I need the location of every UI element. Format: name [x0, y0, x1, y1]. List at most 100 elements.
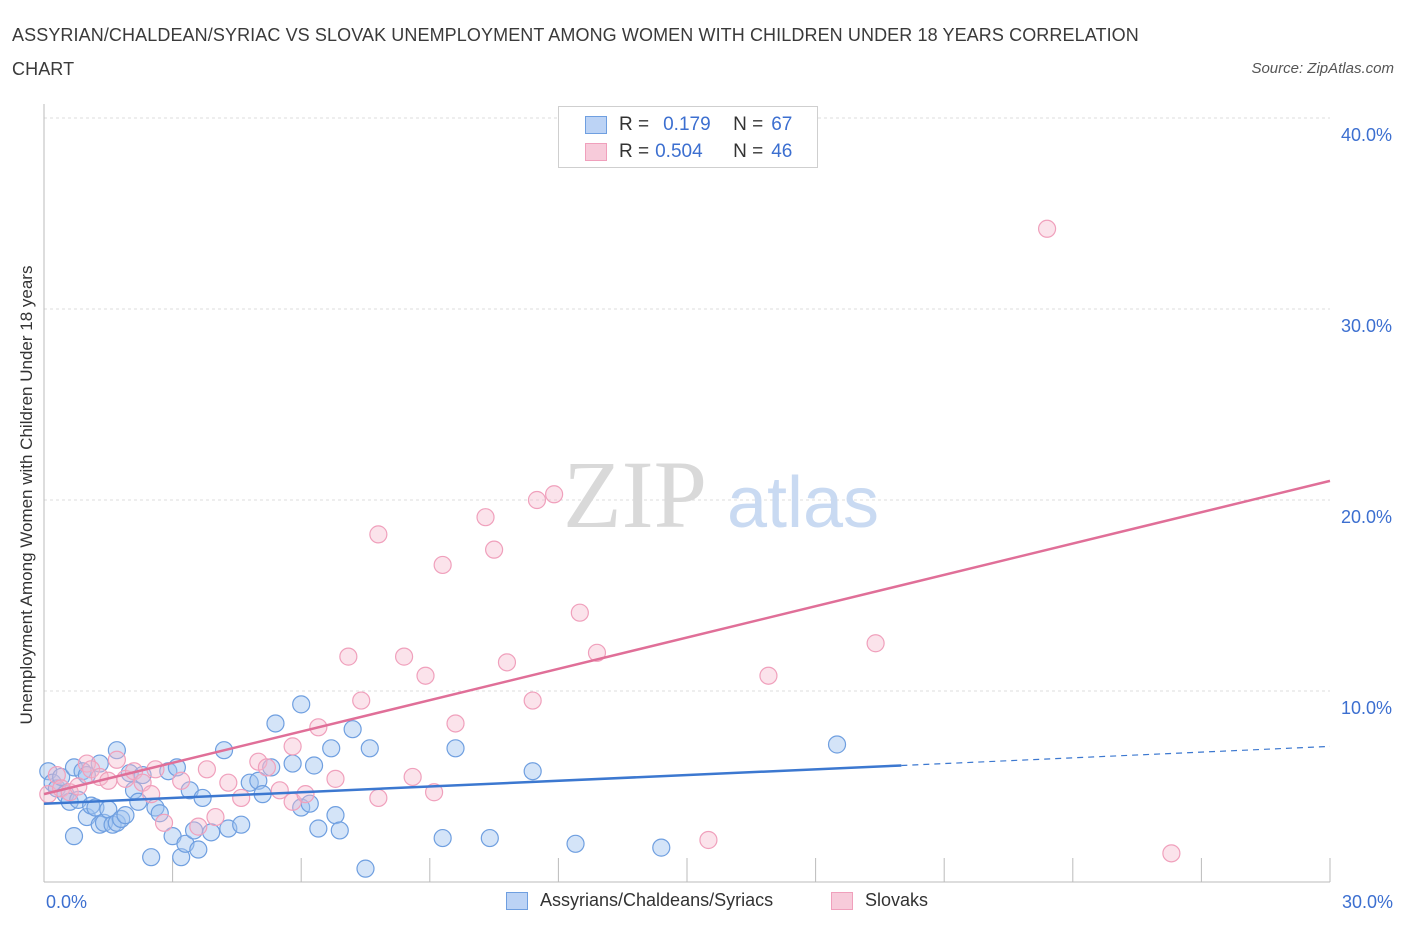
- point-assyrians: [827, 735, 847, 754]
- x-tick-label: 30.0%: [1342, 892, 1393, 912]
- point-assyrians: [652, 838, 671, 857]
- blue-swatch: [506, 891, 528, 910]
- point-slovaks: [47, 765, 66, 785]
- pink-swatch: [585, 143, 607, 161]
- point-assyrians: [433, 828, 452, 848]
- trend-extension-assyrians: [901, 745, 1331, 767]
- watermark-zip: ZIP: [563, 441, 707, 548]
- point-slovaks: [424, 783, 444, 802]
- point-slovaks: [189, 817, 208, 836]
- point-slovaks: [339, 647, 358, 666]
- point-assyrians: [330, 821, 349, 840]
- y-tick-label: 20.0%: [1341, 507, 1392, 527]
- legend-label: Assyrians/Chaldeans/Syriacs: [540, 890, 774, 910]
- legend-label: Slovaks: [865, 890, 929, 910]
- n-label: N =: [733, 114, 764, 135]
- point-assyrians: [523, 762, 542, 781]
- point-assyrians: [249, 771, 268, 790]
- n-value: 67: [771, 114, 793, 135]
- watermark-atlas: atlas: [727, 463, 879, 543]
- point-assyrians: [266, 714, 285, 733]
- point-slovaks: [446, 714, 465, 733]
- point-slovaks: [172, 771, 191, 790]
- legend-row-slovaks: R = 0.504 N = 46: [585, 140, 792, 164]
- point-slovaks: [759, 666, 778, 685]
- point-slovaks: [394, 647, 414, 666]
- blue-swatch: [585, 116, 607, 134]
- tick-labels: 10.0% 20.0% 30.0% 40.0% 0.0% 30.0%: [46, 125, 1393, 912]
- watermark: ZIP atlas: [563, 441, 879, 548]
- chart-title: ASSYRIAN/CHALDEAN/SYRIAC VS SLOVAK UNEMP…: [12, 25, 1139, 79]
- point-assyrians: [446, 739, 465, 758]
- r-value: 0.504: [655, 141, 703, 162]
- axes: [43, 104, 1331, 883]
- pink-swatch: [831, 891, 853, 910]
- n-value: 46: [771, 141, 793, 162]
- point-slovaks: [369, 788, 388, 808]
- y-tick-label: 40.0%: [1341, 125, 1392, 145]
- point-slovaks: [545, 485, 564, 504]
- r-label: R =: [619, 114, 650, 135]
- point-slovaks: [154, 813, 174, 832]
- point-slovaks: [476, 508, 495, 527]
- point-assyrians: [322, 739, 341, 758]
- point-assyrians: [360, 739, 379, 758]
- point-assyrians: [107, 741, 126, 760]
- point-slovaks: [197, 760, 216, 779]
- legend-item-assyrians: Assyrians/Chaldeans/Syriacs: [506, 890, 773, 911]
- point-slovaks: [257, 758, 277, 777]
- legend-item-slovaks: Slovaks: [831, 890, 928, 911]
- data-points: [39, 219, 1181, 878]
- point-slovaks: [352, 691, 371, 710]
- point-assyrians: [356, 859, 375, 878]
- r-label: R =: [619, 141, 650, 162]
- trend-line-assyrians: [43, 764, 902, 805]
- point-assyrians: [292, 695, 311, 714]
- point-slovaks: [699, 830, 718, 850]
- point-assyrians: [304, 756, 324, 775]
- point-slovaks: [570, 603, 589, 622]
- point-slovaks: [485, 540, 504, 559]
- point-assyrians: [189, 840, 208, 859]
- n-label: N =: [733, 141, 764, 162]
- point-slovaks: [1037, 219, 1057, 238]
- gridlines: [44, 117, 1330, 692]
- point-slovaks: [433, 555, 452, 575]
- point-slovaks: [416, 666, 435, 685]
- series-legend: Assyrians/Chaldeans/Syriacs Slovaks: [0, 890, 1406, 914]
- trend-lines: [43, 479, 1331, 805]
- point-assyrians: [309, 819, 328, 838]
- point-assyrians: [64, 827, 84, 846]
- source-credit: Source: ZipAtlas.com: [1251, 60, 1394, 77]
- y-tick-label: 10.0%: [1341, 698, 1392, 718]
- r-value: 0.179: [663, 114, 711, 135]
- legend-row-assyrians: R = 0.179 N = 67: [585, 113, 792, 137]
- point-slovaks: [527, 490, 547, 510]
- point-assyrians: [283, 754, 302, 773]
- point-assyrians: [116, 806, 135, 825]
- point-slovaks: [587, 643, 607, 662]
- point-assyrians: [232, 815, 251, 834]
- point-slovaks: [497, 653, 517, 672]
- point-slovaks: [369, 525, 388, 544]
- point-assyrians: [172, 848, 191, 867]
- y-tick-label: 30.0%: [1341, 316, 1392, 336]
- point-assyrians: [343, 720, 362, 739]
- point-slovaks: [232, 788, 251, 808]
- point-slovaks: [107, 750, 126, 769]
- point-slovaks: [523, 691, 542, 710]
- point-slovaks: [326, 769, 345, 788]
- point-slovaks: [219, 773, 238, 792]
- point-assyrians: [150, 804, 169, 823]
- point-assyrians: [566, 834, 585, 853]
- point-assyrians: [480, 828, 499, 848]
- trend-line-slovaks: [43, 479, 1331, 796]
- point-slovaks: [866, 634, 885, 653]
- point-slovaks: [296, 785, 315, 804]
- point-slovaks: [206, 807, 225, 827]
- point-assyrians: [326, 806, 345, 825]
- point-assyrians: [142, 848, 161, 867]
- point-slovaks: [1162, 844, 1181, 863]
- point-slovaks: [283, 737, 302, 756]
